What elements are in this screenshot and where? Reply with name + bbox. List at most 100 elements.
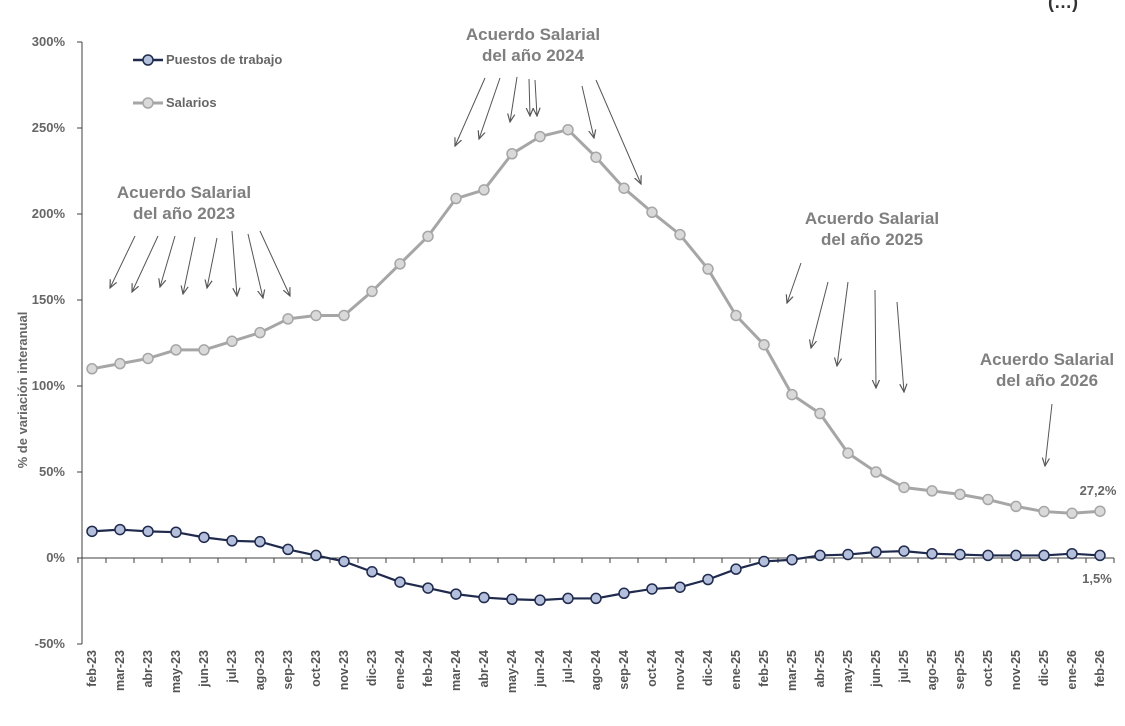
data-point [954, 488, 966, 501]
y-tick-label: 50% [39, 464, 65, 479]
data-point [254, 326, 266, 339]
x-tick-label: abr-25 [813, 650, 827, 688]
data-point [450, 588, 462, 600]
annotation-arrow [455, 77, 486, 146]
data-point [954, 548, 966, 561]
data-point [702, 263, 714, 275]
x-tick-label: ene-24 [393, 650, 407, 690]
data-point [338, 555, 350, 568]
annotation-arrow [110, 235, 136, 288]
x-tick-label: jun-25 [869, 650, 883, 688]
x-tick-label: mar-23 [113, 650, 127, 691]
x-tick-label: dic-24 [701, 650, 715, 686]
x-tick-label: nov-23 [337, 650, 351, 690]
series-layer: 1,5% 27,2% [86, 123, 1117, 606]
data-point [170, 526, 182, 538]
legend-marker-puestos [142, 54, 154, 66]
data-point [898, 481, 910, 494]
data-point [506, 148, 518, 160]
annotation-text: del año 2026 [996, 371, 1098, 390]
data-point [1038, 549, 1050, 562]
data-point [870, 546, 882, 558]
data-point [926, 485, 938, 497]
annotation-arrow [259, 230, 290, 296]
data-point [394, 576, 406, 588]
annotation-arrow [231, 230, 237, 296]
annotation-text: del año 2023 [133, 204, 235, 223]
x-tick-label: ene-25 [729, 650, 743, 690]
y-tick-label: 100% [32, 378, 66, 393]
data-point [1010, 500, 1022, 513]
x-tick-label: jul-24 [561, 650, 575, 684]
data-point [758, 338, 770, 351]
data-point [226, 335, 238, 348]
annotation-arrow [595, 79, 641, 184]
legend-item-salarios: Salarios [133, 95, 217, 110]
data-point [982, 493, 994, 506]
data-point [730, 309, 742, 322]
data-point [646, 206, 658, 219]
end-label-salarios: 27,2% [1080, 483, 1117, 498]
annotation-text: del año 2024 [482, 46, 585, 65]
x-tick-label: oct-24 [645, 650, 659, 687]
annotation-arrow [896, 301, 904, 392]
data-point [1038, 505, 1050, 518]
data-point [338, 309, 350, 322]
data-point [786, 553, 798, 566]
x-tick-label: jul-23 [225, 650, 239, 684]
data-point [114, 523, 126, 536]
series-line [91, 528, 1101, 602]
legend-label-puestos: Puestos de trabajo [166, 52, 282, 67]
data-point [310, 309, 322, 322]
data-point [562, 123, 574, 136]
data-point [366, 566, 378, 578]
x-tick-label: jun-23 [197, 650, 211, 688]
annotation-text: Acuerdo Salarial [805, 209, 939, 228]
x-tick-label: may-25 [841, 650, 855, 693]
y-tick-label: 250% [32, 120, 66, 135]
series-puestos [86, 523, 1106, 606]
data-point [1094, 505, 1106, 517]
x-tick-label: nov-24 [673, 650, 687, 690]
x-tick-label: jul-25 [897, 650, 911, 684]
data-point [590, 592, 602, 605]
data-point [618, 587, 630, 600]
data-point [1066, 547, 1078, 560]
annotation-text: Acuerdo Salarial [117, 183, 251, 202]
annotation-arrow [875, 289, 876, 388]
x-tick-label: feb-26 [1093, 650, 1107, 687]
data-point [142, 525, 154, 538]
data-point [674, 581, 686, 593]
data-point [422, 230, 434, 243]
annotation-arrow [160, 235, 176, 287]
data-point [422, 582, 434, 594]
data-point [534, 130, 546, 143]
data-point [982, 549, 994, 562]
legend-item-puestos: Puestos de trabajo [133, 52, 282, 67]
x-tick-label: ago-25 [925, 650, 939, 690]
data-point [1010, 549, 1022, 562]
data-point [282, 313, 294, 325]
annotation-arrow [1045, 403, 1053, 466]
data-point [198, 344, 210, 356]
annotation-acuerdo-3: Acuerdo Salarial del año 2025 [787, 209, 939, 392]
x-tick-label: sep-25 [953, 650, 967, 690]
annotation-arrow [479, 77, 501, 139]
data-point [898, 545, 910, 557]
data-point [842, 548, 854, 561]
data-point [730, 563, 742, 575]
data-point [478, 184, 490, 196]
x-tick-label: sep-24 [617, 650, 631, 690]
data-point [534, 594, 546, 606]
axes: -50% 0% 50% 100% 150% 200% 250% 300% feb-23 mar-2… [32, 34, 1115, 693]
data-point [198, 531, 210, 544]
y-tick-label: 300% [32, 34, 66, 49]
x-tick-label: jun-24 [533, 650, 547, 688]
data-point [1094, 549, 1106, 562]
data-point [842, 447, 854, 459]
data-point [590, 151, 602, 163]
data-point [310, 549, 322, 562]
data-point [394, 258, 406, 270]
annotation-arrow [510, 76, 518, 122]
data-point [702, 573, 714, 586]
